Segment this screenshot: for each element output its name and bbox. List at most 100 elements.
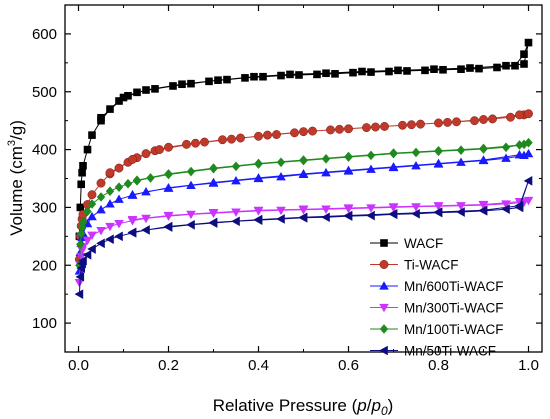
- wacf-desorption-point: [119, 93, 128, 102]
- ti-wacf-desorption-point: [443, 117, 452, 127]
- legend: WACF Ti-WACF Mn/600Ti-WACF Mn/300Ti-WACF Mn/…: [370, 236, 504, 359]
- mn-50ti-wacf-isotherm-line: [78, 180, 529, 295]
- mn-100ti-wacf-adsorption-point: [77, 222, 87, 232]
- wacf-desorption-point: [97, 113, 105, 122]
- wacf-adsorption-point: [133, 88, 141, 97]
- mn-50ti-wacf-adsorption-point: [96, 238, 105, 249]
- ti-wacf-desorption-point: [371, 122, 380, 132]
- ti-wacf-adsorption-point: [308, 126, 317, 136]
- mn-100ti-wacf-desorption-point: [254, 158, 263, 169]
- wacf-adsorption-point: [169, 82, 177, 90]
- mn-50ti-wacf-desorption-point: [208, 217, 218, 228]
- ti-wacf-adsorption-point: [200, 137, 209, 147]
- mn-50ti-wacf-adsorption-point: [366, 210, 375, 221]
- mn-100ti-wacf-adsorption-point: [366, 150, 376, 161]
- wacf-desorption-point: [358, 67, 366, 76]
- mn-300ti-wacf-adsorption-point: [456, 202, 466, 211]
- wacf-adsorption-point: [106, 105, 114, 113]
- mn-600ti-wacf-desorption-point: [343, 165, 354, 175]
- mn-600ti-wacf-adsorption-point: [523, 148, 534, 158]
- wacf-adsorption-point: [349, 68, 357, 77]
- wacf-adsorption-point: [313, 70, 321, 79]
- series-layer: [74, 38, 534, 299]
- wacf-adsorption-point: [205, 77, 213, 86]
- mn-50ti-wacf-adsorption-point: [141, 225, 150, 235]
- mn-100ti-wacf-adsorption-point: [76, 239, 85, 250]
- mn-300ti-wacf-adsorption-point: [74, 279, 85, 288]
- mn-600ti-wacf-desorption-point: [298, 169, 309, 178]
- mn-50ti-wacf-adsorption-point: [321, 212, 330, 223]
- mn-100ti-wacf-adsorption-point: [114, 182, 124, 192]
- ti-wacf-adsorption-point: [254, 131, 263, 141]
- wacf-adsorption-point: [520, 50, 528, 58]
- mn-100ti-wacf-adsorption-point: [83, 206, 92, 217]
- ti-wacf-adsorption-point: [344, 124, 353, 134]
- ti-wacf-adsorption-point: [470, 116, 479, 126]
- y-tick-label: 300: [32, 199, 57, 216]
- ti-wacf-adsorption-point: [506, 112, 515, 122]
- mn-50ti-wacf-adsorption-point: [411, 208, 420, 219]
- mn-600ti-wacf-adsorption-point: [366, 164, 376, 173]
- mn-300ti-wacf-desorption-point: [343, 204, 354, 213]
- ti-wacf-adsorption-point: [524, 109, 533, 119]
- mn-300ti-wacf-adsorption-point: [366, 204, 376, 213]
- mn-300ti-wacf-adsorption-point: [114, 220, 124, 229]
- mn-600ti-wacf-desorption-point: [514, 149, 525, 159]
- mn-50ti-wacf-desorption-point: [163, 221, 173, 232]
- wacf-adsorption-point: [331, 70, 339, 78]
- mn-50ti-wacf-adsorption-point: [523, 176, 533, 186]
- ti-wacf-adsorption-point: [141, 149, 151, 159]
- mn-100ti-wacf-desorption-point: [209, 163, 218, 173]
- mn-100ti-wacf-adsorption-point: [123, 178, 133, 189]
- mn-100ti-wacf-adsorption-point: [105, 186, 115, 197]
- mn-300ti-wacf-adsorption-point: [501, 200, 511, 209]
- y-axis-title: Volume (cm3/g): [6, 120, 26, 236]
- ti-wacf-adsorption-point: [326, 125, 335, 135]
- wacf-adsorption-point: [493, 63, 501, 72]
- y-tick-label: 600: [32, 26, 57, 43]
- mn-600ti-wacf-adsorption-point: [74, 266, 85, 275]
- mn-50ti-wacf-adsorption-point: [456, 207, 465, 217]
- mn-600ti-wacf-desorption-point: [433, 158, 444, 168]
- legend-label: Mn/600Ti-WACF: [404, 279, 504, 294]
- mn-100ti-wacf-adsorption-point: [186, 166, 196, 177]
- mn-300ti-wacf-adsorption-point: [523, 196, 534, 206]
- ti-wacf-desorption-point: [263, 130, 272, 140]
- series-mn-600ti-wacf: [74, 148, 534, 275]
- mn-600ti-wacf-adsorption-point: [186, 180, 196, 190]
- ti-wacf-adsorption-point: [87, 190, 97, 200]
- x-axis-title: Relative Pressure (p/p0): [213, 396, 394, 418]
- mn-100ti-wacf-desorption-point: [344, 151, 353, 162]
- mn-300ti-wacf-adsorption-point: [141, 214, 151, 224]
- ti-wacf-desorption-point: [299, 127, 308, 137]
- wacf-adsorption-point: [223, 75, 231, 84]
- wacf-adsorption-point: [259, 72, 267, 81]
- mn-50ti-wacf-desorption-point: [514, 200, 524, 211]
- y-tick-label: 100: [32, 315, 57, 332]
- mn-300ti-wacf-adsorption-point: [96, 226, 106, 236]
- mn-600ti-wacf-adsorption-point: [321, 167, 331, 177]
- wacf-adsorption-point: [124, 91, 132, 100]
- mn-300ti-wacf-adsorption-point: [82, 236, 93, 246]
- ti-wacf-adsorption-point: [218, 135, 227, 145]
- wacf-desorption-point: [520, 60, 528, 68]
- series-mn-50ti-wacf: [74, 176, 533, 299]
- mn-50ti-wacf-adsorption-point: [501, 204, 510, 214]
- mn-50ti-wacf-desorption-point: [433, 207, 443, 217]
- mn-600ti-wacf-adsorption-point: [276, 171, 286, 181]
- mn-300ti-wacf-adsorption-point: [186, 210, 196, 220]
- mn-50ti-wacf-desorption-point: [478, 205, 488, 216]
- legend-label: Ti-WACF: [404, 258, 458, 273]
- wacf-adsorption-point: [241, 74, 249, 82]
- mn-50ti-wacf-desorption-point: [343, 210, 353, 221]
- mn-100ti-wacf-adsorption-point: [78, 217, 88, 228]
- mn-300ti-wacf-desorption-point: [388, 203, 399, 212]
- mn-100ti-wacf-adsorption-point: [456, 145, 466, 155]
- ti-wacf-desorption-point: [155, 145, 164, 155]
- mn-600ti-wacf-desorption-point: [388, 162, 399, 171]
- wacf-adsorption-point: [457, 65, 465, 73]
- mn-600ti-wacf-adsorption-point: [141, 187, 151, 196]
- mn-600ti-wacf-desorption-point: [208, 177, 219, 187]
- legend-item-mn-300ti-wacf: Mn/300Ti-WACF: [370, 301, 504, 316]
- ti-wacf-adsorption-point: [272, 130, 281, 139]
